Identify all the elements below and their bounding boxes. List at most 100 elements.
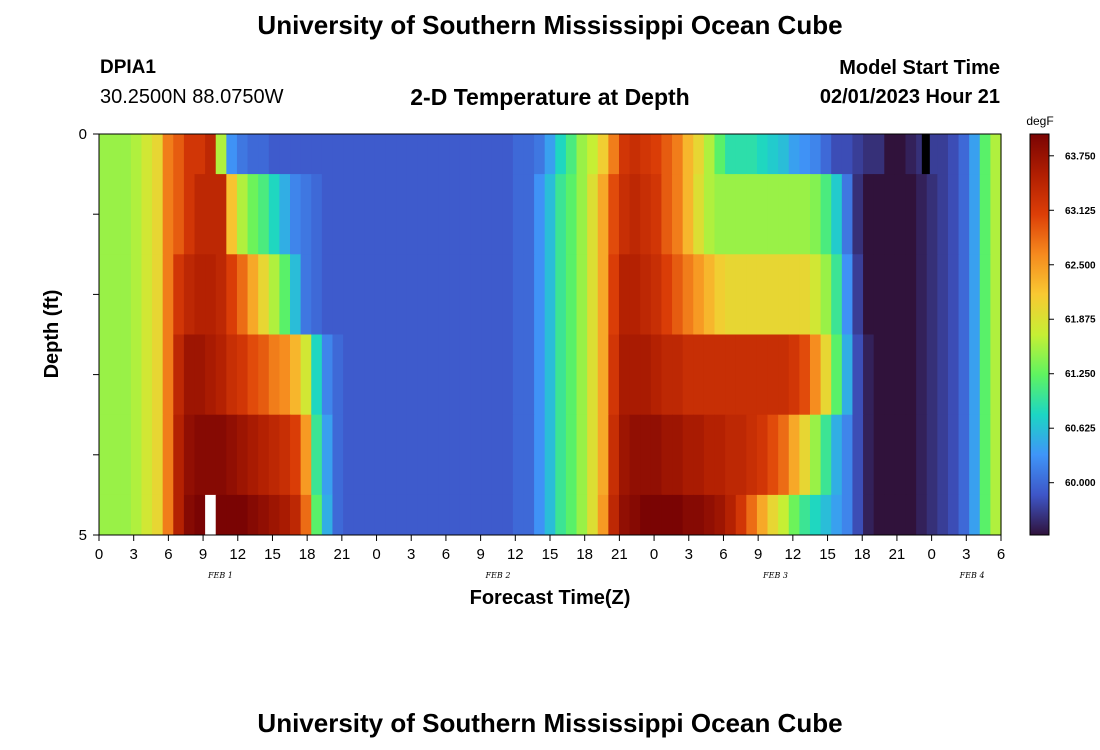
x-tick-label: 0	[372, 546, 380, 563]
heatmap-cell	[841, 494, 854, 536]
heatmap-cell	[173, 494, 185, 536]
heatmap-cell	[905, 414, 917, 496]
heatmap-cell	[576, 494, 588, 536]
heatmap-cell	[353, 334, 365, 416]
heatmap-cell	[523, 134, 535, 175]
heatmap-cells	[99, 134, 1002, 536]
heatmap-cell	[852, 494, 864, 536]
heatmap-cell	[640, 494, 652, 536]
heatmap-cell	[183, 414, 196, 496]
heatmap-cell	[746, 174, 758, 255]
heatmap-cell	[438, 414, 450, 496]
heatmap-cell	[491, 414, 503, 496]
heatmap-cell	[905, 494, 917, 536]
heatmap-cell	[916, 174, 928, 255]
heatmap-cell	[279, 254, 291, 335]
x-tick-label: 0	[927, 546, 935, 563]
heatmap-cell	[162, 494, 174, 536]
heatmap-cell	[152, 174, 164, 255]
heatmap-cell	[130, 334, 143, 416]
heatmap-cell	[194, 334, 206, 416]
heatmap-cell	[831, 414, 843, 496]
heatmap-cell	[544, 494, 556, 536]
heatmap-cell	[449, 254, 461, 335]
heatmap-cell	[268, 174, 280, 255]
station-id: DPIA1	[100, 57, 156, 78]
heatmap-cell	[236, 254, 249, 335]
heatmap-cell	[958, 334, 970, 416]
heatmap-cell	[130, 174, 143, 255]
heatmap-cell	[831, 174, 843, 255]
heatmap-cell	[374, 174, 387, 255]
heatmap-cell	[226, 414, 238, 496]
heatmap-cell	[120, 174, 132, 255]
heatmap-cell	[491, 334, 503, 416]
heatmap-cell	[618, 174, 631, 255]
heatmap-cell	[672, 494, 684, 536]
heatmap-cell	[512, 414, 525, 496]
heatmap-cell	[969, 494, 981, 536]
heatmap-cell	[162, 414, 174, 496]
heatmap-cell	[947, 134, 960, 175]
heatmap-cell	[205, 494, 217, 536]
x-tick-label: 0	[650, 546, 658, 563]
heatmap-cell	[650, 494, 663, 536]
heatmap-cell	[459, 174, 472, 255]
heatmap-cell	[555, 334, 567, 416]
y-tick-label: 5	[79, 527, 87, 544]
day-label: FEB 4	[959, 571, 985, 580]
heatmap-cell	[629, 494, 641, 536]
heatmap-cell	[321, 494, 334, 536]
x-tick-label: 12	[785, 546, 802, 563]
heatmap-cell	[130, 414, 143, 496]
heatmap-cell	[565, 414, 578, 496]
heatmap-cell	[597, 134, 609, 175]
heatmap-cell	[587, 494, 599, 536]
model-start-label: Model Start Time	[839, 57, 1000, 79]
heatmap-cell	[396, 134, 408, 175]
heatmap-cell	[937, 414, 949, 496]
x-tick-label: 9	[754, 546, 762, 563]
heatmap-cell	[926, 414, 938, 496]
heatmap-cell	[682, 134, 694, 175]
x-tick-label: 6	[442, 546, 450, 563]
heatmap-cell	[438, 134, 450, 175]
heatmap-cell	[788, 254, 800, 335]
heatmap-cell	[693, 134, 705, 175]
heatmap-cell	[99, 414, 111, 496]
heatmap-cell	[831, 254, 843, 335]
heatmap-cell	[926, 134, 938, 175]
heatmap-cell	[756, 494, 769, 536]
heatmap-cell	[672, 254, 684, 335]
heatmap-cell	[364, 334, 376, 416]
heatmap-cell	[969, 174, 981, 255]
heatmap-cell	[841, 334, 854, 416]
heatmap-cell	[99, 334, 111, 416]
heatmap-cell	[958, 414, 970, 496]
heatmap-cell	[343, 174, 355, 255]
heatmap-cell	[565, 494, 578, 536]
heatmap-cell	[905, 174, 917, 255]
heatmap-cell	[343, 334, 355, 416]
heatmap-cell	[364, 254, 376, 335]
x-tick-label: 3	[962, 546, 970, 563]
heatmap-cell	[268, 254, 280, 335]
heatmap-cell	[597, 494, 609, 536]
heatmap-cell	[290, 334, 302, 416]
heatmap-cell	[417, 334, 429, 416]
x-tick-label: 18	[576, 546, 593, 563]
heatmap-cell	[290, 494, 302, 536]
heatmap-cell	[481, 494, 493, 536]
heatmap-cell	[809, 254, 822, 335]
heatmap-cell	[481, 134, 493, 175]
heatmap-cell	[650, 134, 663, 175]
heatmap-cell	[353, 414, 365, 496]
heatmap-cell	[173, 414, 185, 496]
heatmap-cell	[926, 494, 938, 536]
heatmap-cell	[650, 254, 663, 335]
heatmap-cell	[894, 334, 907, 416]
heatmap-cell	[788, 334, 800, 416]
x-tick-label: 6	[719, 546, 727, 563]
heatmap-cell	[406, 174, 418, 255]
heatmap-cell	[385, 414, 397, 496]
